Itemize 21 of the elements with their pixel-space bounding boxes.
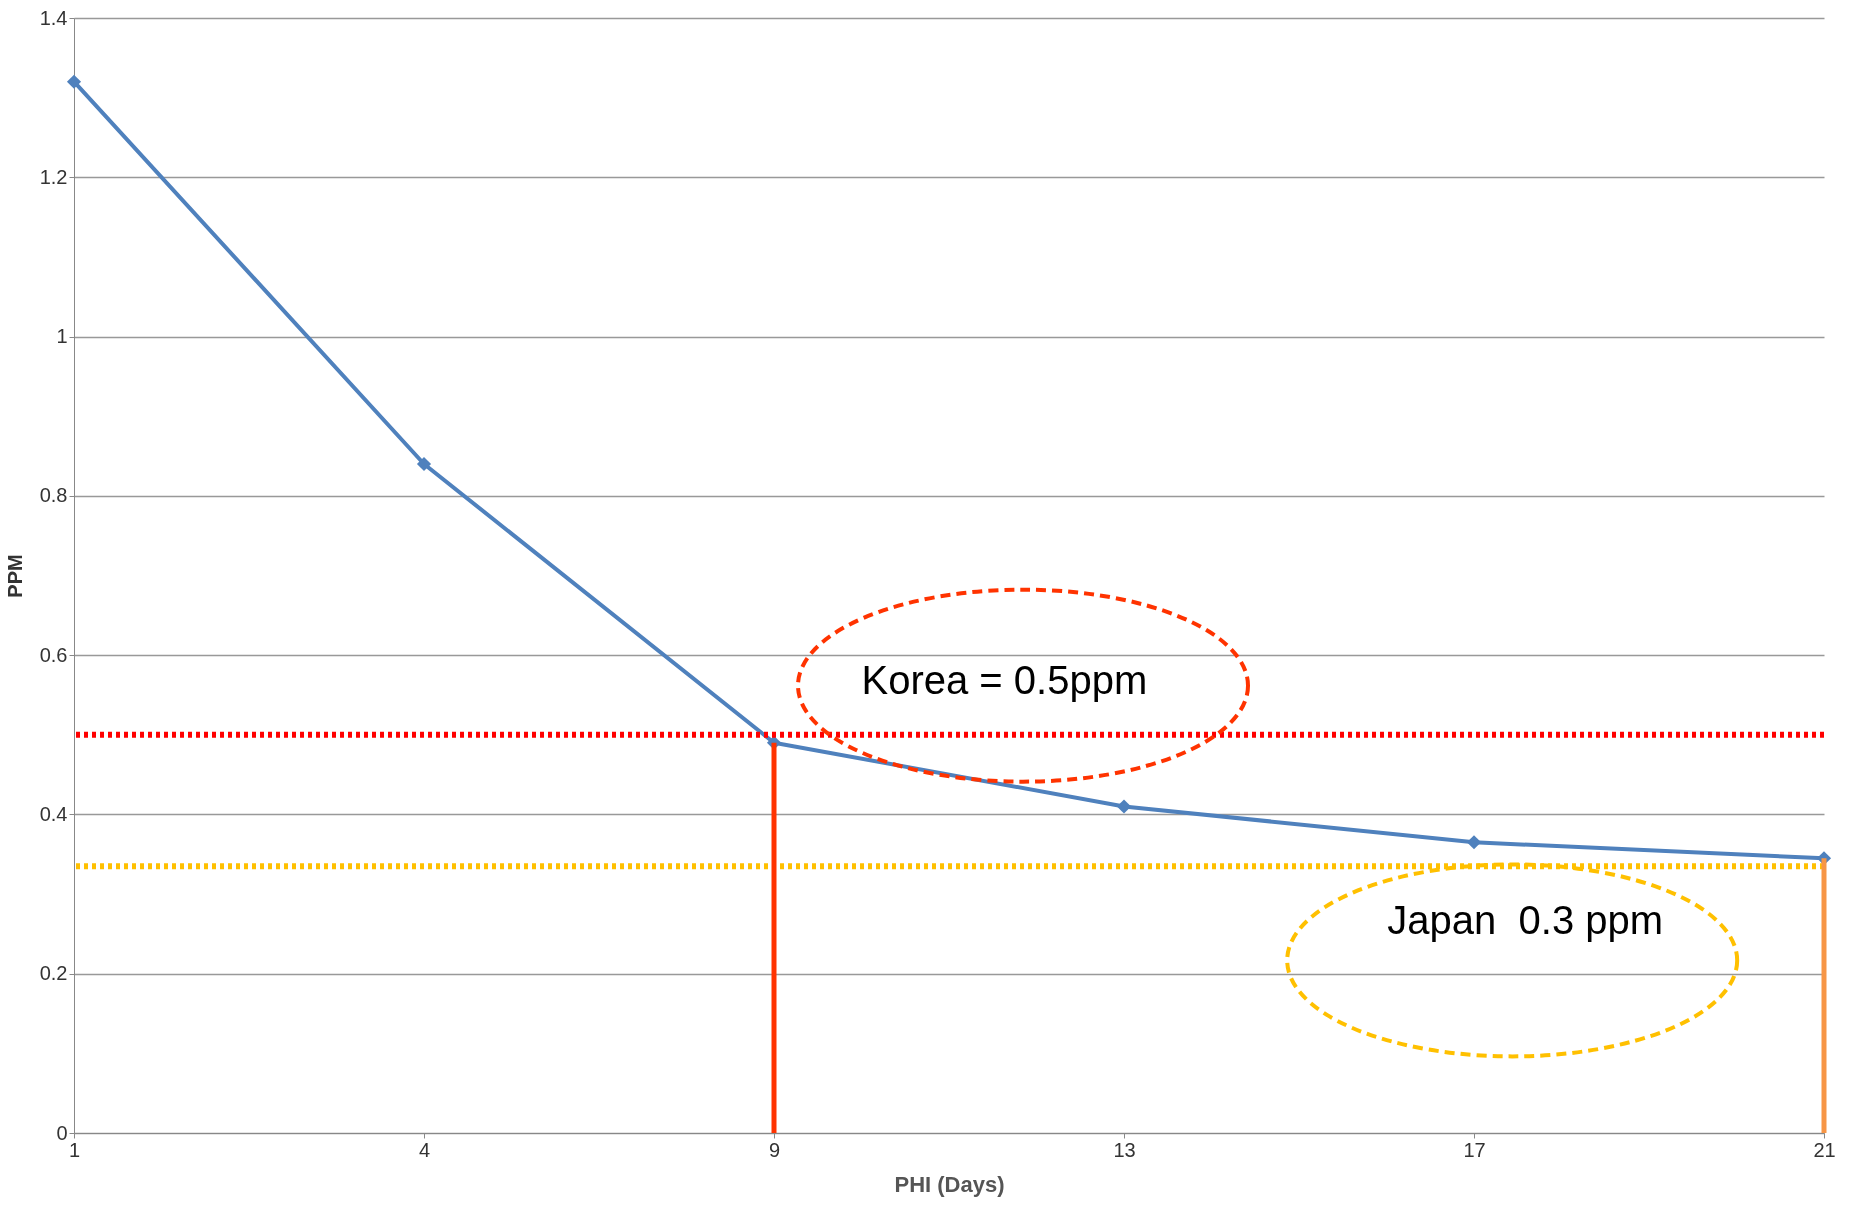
- x-tick-label: 4: [418, 1138, 431, 1161]
- point: [66, 74, 82, 89]
- y-tick-label: 1.2: [39, 165, 68, 188]
- y-tick-label: 0.2: [39, 962, 68, 985]
- x-tick-label: 21: [1813, 1138, 1836, 1161]
- annotation: Korea = 0.5ppm: [861, 658, 1148, 703]
- y-tick-label: 0.8: [39, 484, 68, 507]
- x-axis-title: PHI (Days): [894, 1171, 1005, 1197]
- x-tick-label: 13: [1113, 1138, 1136, 1161]
- x-tick-label: 17: [1463, 1138, 1486, 1161]
- point: [1466, 835, 1482, 850]
- y-tick-label: 0.6: [39, 643, 68, 666]
- y-tick-label: 0: [56, 1121, 68, 1144]
- x-tick-label: 9: [768, 1138, 781, 1161]
- point: [416, 456, 432, 472]
- point: [1116, 799, 1132, 814]
- y-tick-label: 0.4: [39, 802, 68, 825]
- y-tick-label: 1.4: [39, 6, 68, 29]
- y-axis-title: PPM: [3, 554, 26, 598]
- y-tick-label: 1: [56, 325, 68, 348]
- annotation: Japan 0.3 ppm: [1387, 897, 1664, 942]
